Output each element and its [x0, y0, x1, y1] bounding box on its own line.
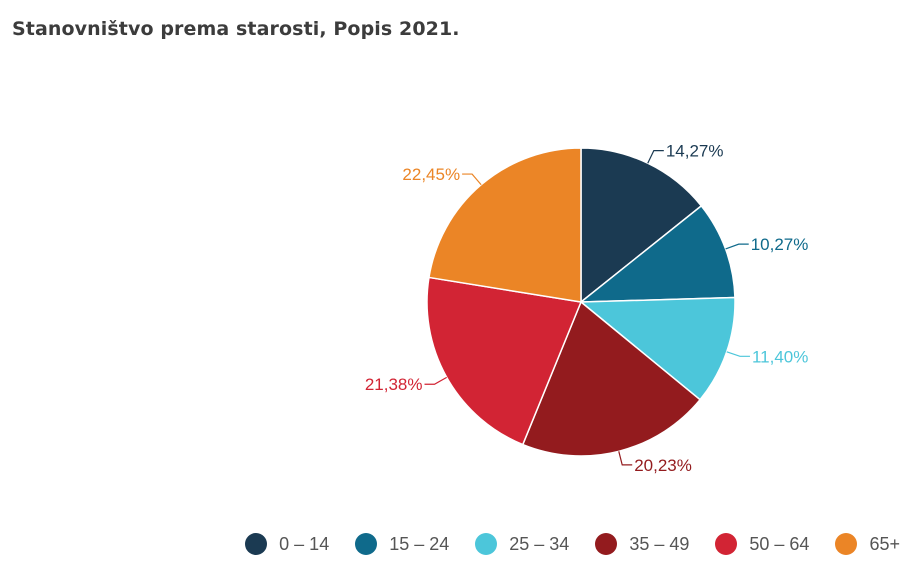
pie-data-label: 10,27%: [751, 235, 809, 254]
legend-dot: [475, 533, 498, 555]
legend-dot: [715, 533, 738, 555]
legend-dot: [245, 533, 268, 555]
legend-item-35-49[interactable]: 35 – 49: [595, 533, 689, 555]
pie-slice-5[interactable]: [426, 276, 582, 446]
pie-data-label: 14,27%: [666, 142, 724, 161]
label-connector: [618, 451, 633, 466]
label-connector: [424, 376, 448, 385]
legend-label: 35 – 49: [629, 533, 690, 554]
pie-data-label: 20,23%: [634, 456, 692, 475]
legend-dot: [835, 533, 858, 555]
pie-data-label: 21,38%: [365, 375, 423, 394]
legend-label: 25 – 34: [509, 533, 570, 554]
label-connector: [726, 351, 750, 357]
label-connector: [647, 150, 664, 164]
label-connector: [725, 243, 749, 250]
pie-data-label: 11,40%: [752, 347, 808, 366]
legend-item-25-34[interactable]: 25 – 34: [475, 533, 569, 555]
legend-item-15-24[interactable]: 15 – 24: [355, 533, 449, 555]
label-connector: [462, 173, 482, 186]
chart-title: Stanovništvo prema starosti, Popis 2021.: [12, 18, 460, 40]
legend-dot: [595, 533, 618, 555]
legend-item-50-64[interactable]: 50 – 64: [715, 533, 809, 555]
legend-label: 65+: [869, 533, 900, 554]
legend-dot: [355, 533, 378, 555]
legend-label: 0 – 14: [279, 533, 330, 554]
legend-label: 15 – 24: [389, 533, 450, 554]
legend-label: 50 – 64: [749, 533, 810, 554]
pie-data-label: 22,45%: [402, 165, 460, 184]
pie-slice-1[interactable]: [580, 147, 703, 303]
pie-slice-3[interactable]: [580, 296, 736, 401]
legend-item-65-plus[interactable]: 65+: [835, 533, 900, 555]
legend-item-0-14[interactable]: 0 – 14: [245, 533, 329, 555]
pie-slice-4[interactable]: [522, 301, 701, 457]
chart-legend: 0 – 14 15 – 24 25 – 34 35 – 49 50 – 64 6…: [245, 533, 900, 555]
